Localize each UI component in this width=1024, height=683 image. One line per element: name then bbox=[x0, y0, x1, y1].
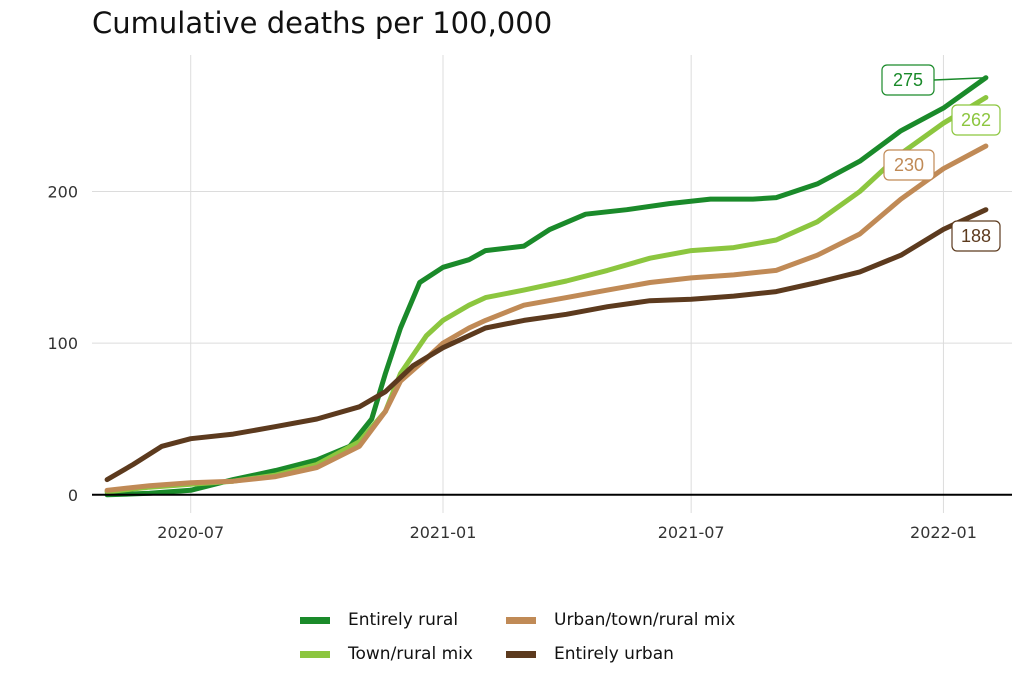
x-tick-label: 2021-07 bbox=[658, 523, 725, 542]
end-label-value: 188 bbox=[961, 226, 991, 246]
legend: Entirely rural Urban/town/rural mix Town… bbox=[300, 606, 780, 672]
legend-item-urban-town-rural-mix: Urban/town/rural mix bbox=[506, 606, 735, 634]
legend-swatch bbox=[506, 616, 536, 624]
end-label-value: 262 bbox=[961, 110, 991, 130]
legend-label: Entirely rural bbox=[348, 610, 459, 630]
end-label-leader bbox=[933, 76, 986, 81]
legend-item-entirely-urban: Entirely urban bbox=[506, 640, 674, 668]
legend-item-entirely-rural: Entirely rural bbox=[300, 606, 458, 634]
legend-label: Town/rural mix bbox=[348, 644, 473, 664]
legend-label: Urban/town/rural mix bbox=[554, 610, 736, 630]
x-tick-label: 2021-01 bbox=[410, 523, 477, 542]
legend-swatch bbox=[300, 616, 330, 624]
series-line-0 bbox=[104, 75, 989, 498]
x-tick-label: 2022-01 bbox=[910, 523, 977, 542]
legend-swatch bbox=[506, 650, 536, 658]
series-line-2 bbox=[104, 143, 989, 493]
end-label-value: 275 bbox=[893, 70, 923, 90]
end-labels: 275 262 230 188 bbox=[881, 64, 1001, 252]
end-label-value: 230 bbox=[894, 155, 924, 175]
series-line-3 bbox=[104, 207, 989, 483]
y-tick-label: 200 bbox=[47, 182, 78, 201]
y-tick-label: 0 bbox=[68, 486, 78, 505]
x-tick-label: 2020-07 bbox=[157, 523, 224, 542]
end-label-box bbox=[881, 64, 935, 96]
legend-label: Entirely urban bbox=[554, 644, 674, 664]
axes: 2020-07 2021-01 2021-07 2022-01 0 100 200 bbox=[47, 182, 1012, 542]
end-label-box bbox=[951, 104, 1001, 136]
end-label-box bbox=[951, 220, 1001, 252]
y-tick-label: 100 bbox=[47, 334, 78, 353]
end-label-box bbox=[883, 149, 935, 181]
chart-title: Cumulative deaths per 100,000 bbox=[92, 6, 553, 40]
series-lines bbox=[104, 75, 989, 498]
legend-item-town-rural-mix: Town/rural mix bbox=[300, 640, 473, 668]
legend-swatch bbox=[300, 650, 330, 658]
